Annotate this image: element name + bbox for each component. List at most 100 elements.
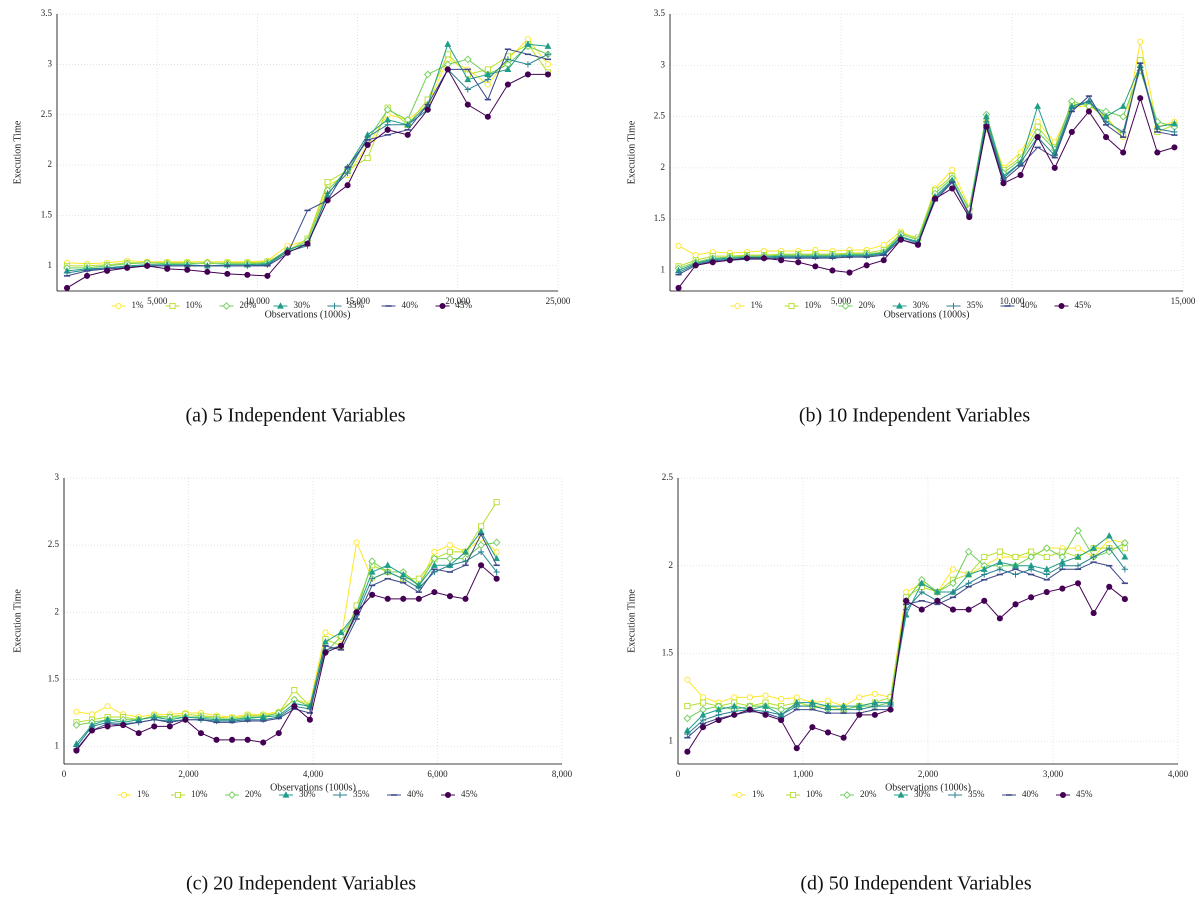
marker: [1121, 553, 1129, 560]
y-tick-label: 1: [661, 265, 666, 275]
marker: [384, 568, 391, 576]
marker: [204, 268, 211, 275]
legend-label: 45%: [456, 300, 473, 310]
legend-marker: [331, 302, 338, 310]
marker: [1068, 105, 1075, 112]
legend-label: 30%: [294, 300, 311, 310]
legend-item: 45%: [1056, 789, 1093, 799]
marker: [493, 554, 501, 562]
marker: [1154, 149, 1161, 156]
marker: [1034, 134, 1041, 141]
x-tick-label: 15,000: [1171, 296, 1196, 306]
series-line: [66, 68, 548, 289]
marker: [1074, 526, 1082, 535]
marker: [829, 254, 836, 261]
y-tick-label: 2.5: [48, 539, 60, 549]
x-tick-label: 1,000: [793, 769, 814, 779]
marker: [684, 748, 691, 755]
marker: [1034, 102, 1042, 109]
marker: [1074, 553, 1082, 560]
marker: [104, 703, 111, 710]
panel: 1 1.5 2 2.5 0 1,000 2,000 3,000 4,000 Observation…: [626, 472, 1188, 895]
legend-item: 1%: [117, 789, 150, 799]
marker: [1137, 38, 1144, 45]
marker: [743, 255, 751, 262]
marker: [493, 499, 500, 506]
series-line: [678, 63, 1175, 276]
marker: [337, 642, 345, 649]
marker: [1090, 610, 1097, 617]
y-axis-label: Execution Time: [626, 120, 637, 184]
marker: [322, 649, 329, 656]
legend-label: 30%: [299, 789, 316, 799]
marker: [793, 745, 800, 752]
marker: [1068, 128, 1075, 136]
marker: [462, 595, 469, 602]
marker: [1106, 545, 1113, 552]
marker: [73, 747, 80, 754]
legend-marker: [120, 791, 128, 799]
marker: [1074, 562, 1082, 569]
panel: 1 1.5 2 2.5 3 3.5 5,000 10,000 15,000 20,000 25,00…: [12, 8, 571, 427]
caption: (c) 20 Independent Variables: [186, 873, 416, 895]
legend-marker: [336, 791, 344, 799]
marker: [478, 562, 485, 569]
marker: [1120, 149, 1127, 156]
legend-marker: [735, 791, 743, 799]
marker: [731, 694, 738, 701]
marker: [795, 254, 802, 261]
marker: [746, 706, 753, 713]
marker: [840, 706, 847, 713]
marker: [778, 711, 785, 718]
marker: [430, 561, 438, 568]
x-tick-label: 2,000: [918, 769, 939, 779]
legend-item: 40%: [381, 300, 419, 310]
legend-item: 45%: [435, 300, 473, 310]
marker: [1103, 134, 1110, 141]
marker: [840, 734, 847, 741]
legend-item: 35%: [327, 300, 365, 310]
marker: [903, 588, 910, 596]
marker: [949, 566, 957, 573]
marker: [966, 214, 973, 221]
legend-item: 10%: [786, 789, 823, 799]
marker: [863, 253, 870, 260]
marker: [1017, 159, 1024, 166]
marker: [151, 723, 158, 730]
marker: [444, 66, 451, 73]
marker: [544, 71, 552, 78]
marker: [229, 736, 236, 743]
marker: [337, 628, 345, 636]
x-tick-label: 3,000: [1043, 769, 1064, 779]
marker: [415, 595, 422, 602]
legend-item: 35%: [946, 300, 984, 310]
legend-item: 35%: [948, 789, 985, 799]
marker: [504, 65, 512, 72]
marker: [918, 588, 925, 596]
legend-marker: [788, 302, 795, 310]
marker: [1027, 553, 1035, 561]
legend-item: 20%: [838, 300, 876, 310]
legend-label: 20%: [860, 789, 877, 799]
marker: [291, 687, 298, 694]
marker: [795, 259, 802, 266]
y-tick-label: 2.5: [41, 109, 53, 119]
series-line: [687, 547, 1125, 711]
marker: [1090, 544, 1098, 551]
y-tick-label: 2: [55, 606, 60, 616]
marker: [63, 284, 71, 292]
series-line: [678, 68, 1175, 269]
marker: [897, 236, 904, 243]
y-tick-label: 2.5: [654, 111, 666, 121]
marker: [384, 595, 391, 602]
x-tick-label: 6,000: [427, 769, 448, 779]
marker: [1051, 164, 1058, 171]
marker: [824, 729, 832, 736]
marker: [368, 557, 376, 566]
panel: 1 1.5 2 2.5 3 0 2,000 4,000 6,000 8,000 Observatio…: [12, 472, 572, 895]
marker: [493, 548, 500, 555]
marker: [544, 42, 552, 49]
x-tick-label: 0: [676, 769, 681, 779]
marker: [431, 589, 438, 596]
